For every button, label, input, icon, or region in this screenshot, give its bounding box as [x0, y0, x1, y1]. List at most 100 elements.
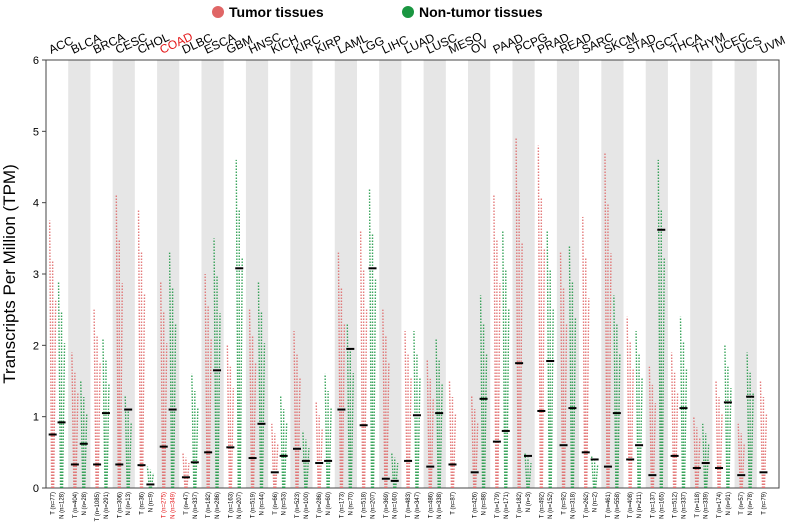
y-tick-label: 2 — [33, 340, 39, 352]
group-label: T (n=182) — [517, 492, 523, 518]
spread — [128, 423, 132, 489]
group-label: T (n=306) — [117, 492, 123, 518]
spread — [141, 293, 146, 489]
category-label: UVM — [757, 33, 787, 57]
group-label: N (n=3) — [526, 492, 532, 512]
spread — [297, 378, 301, 489]
spread — [172, 323, 177, 489]
spread — [674, 393, 679, 489]
group-label: N (n=291) — [104, 492, 110, 519]
group-label: T (n=36) — [140, 492, 146, 515]
group-label: T (n=66) — [273, 492, 279, 515]
spread — [448, 380, 453, 489]
spread — [582, 216, 586, 489]
spread — [417, 378, 421, 489]
spread — [750, 393, 754, 489]
spread — [683, 368, 688, 489]
band — [423, 60, 446, 488]
spread — [239, 258, 243, 489]
spread — [164, 343, 168, 489]
spread — [546, 231, 550, 489]
spread — [439, 383, 443, 489]
spread — [613, 295, 617, 489]
group-label: T (n=512) — [673, 492, 679, 518]
spread — [697, 438, 701, 489]
spread — [275, 443, 279, 489]
spread — [719, 413, 723, 489]
band — [690, 60, 713, 488]
group-label: N (n=2) — [593, 492, 599, 512]
spread — [208, 338, 212, 489]
group-label: N (n=91) — [726, 492, 732, 516]
spread — [302, 430, 306, 489]
group-label: T (n=179) — [495, 492, 501, 518]
spread — [404, 331, 408, 489]
spread — [435, 338, 439, 489]
group-label: N (n=338) — [437, 492, 443, 519]
spread — [191, 373, 195, 489]
group-label: N (n=13) — [126, 492, 132, 516]
spread — [608, 253, 612, 489]
spread — [537, 145, 542, 489]
band — [601, 60, 624, 488]
spread — [213, 238, 217, 489]
spread — [617, 353, 621, 489]
spread — [48, 220, 53, 489]
spread — [324, 373, 328, 489]
spread — [102, 338, 106, 489]
legend-marker — [402, 6, 414, 18]
group-label: T (n=92) — [562, 492, 568, 515]
spread — [217, 313, 221, 489]
y-tick-label: 0 — [33, 483, 39, 495]
spread — [741, 443, 745, 489]
group-label: N (n=337) — [681, 492, 687, 519]
group-label: T (n=87) — [450, 492, 456, 515]
group-label: N (n=128) — [60, 492, 66, 519]
spread — [568, 245, 573, 489]
group-label: N (n=347) — [415, 492, 421, 519]
y-tick-label: 5 — [33, 126, 39, 138]
spread — [550, 308, 554, 489]
spread — [657, 159, 661, 489]
group-label: T (n=492) — [539, 492, 545, 518]
band — [734, 60, 757, 488]
group-label: T (n=77) — [51, 492, 57, 515]
spread — [119, 283, 123, 489]
group-label: T (n=118) — [695, 492, 701, 518]
group-label: N (n=60) — [326, 492, 332, 516]
group-label: T (n=262) — [584, 492, 590, 518]
legend-marker — [212, 6, 224, 18]
group-label: N (n=160) — [393, 492, 399, 519]
spread — [515, 138, 519, 489]
spread — [97, 363, 101, 489]
spread — [57, 281, 62, 489]
group-label: N (n=152) — [548, 492, 554, 519]
spread — [528, 462, 532, 489]
spread — [635, 331, 639, 489]
spread — [670, 352, 675, 489]
spread — [283, 423, 288, 489]
group-label: N (n=9) — [148, 492, 154, 512]
group-label: T (n=518) — [362, 492, 368, 518]
group-label: T (n=137) — [650, 492, 656, 518]
group-label: N (n=70) — [348, 492, 354, 516]
spread — [493, 195, 497, 489]
spread — [279, 395, 284, 489]
spread — [586, 298, 590, 489]
y-tick-label: 4 — [33, 198, 39, 210]
spread — [350, 373, 355, 489]
group-label: N (n=88) — [482, 492, 488, 516]
group-label: T (n=404) — [73, 492, 79, 518]
spread — [124, 395, 128, 489]
band — [556, 60, 580, 488]
spread — [346, 323, 351, 489]
spread — [93, 309, 97, 489]
spread — [452, 413, 457, 489]
y-axis-label: Transcripts Per Million (TPM) — [0, 164, 19, 383]
spread — [594, 465, 599, 489]
spread — [479, 295, 484, 489]
spread — [195, 408, 199, 489]
group-label: N (n=207) — [237, 492, 243, 519]
plot-frame — [45, 59, 780, 489]
